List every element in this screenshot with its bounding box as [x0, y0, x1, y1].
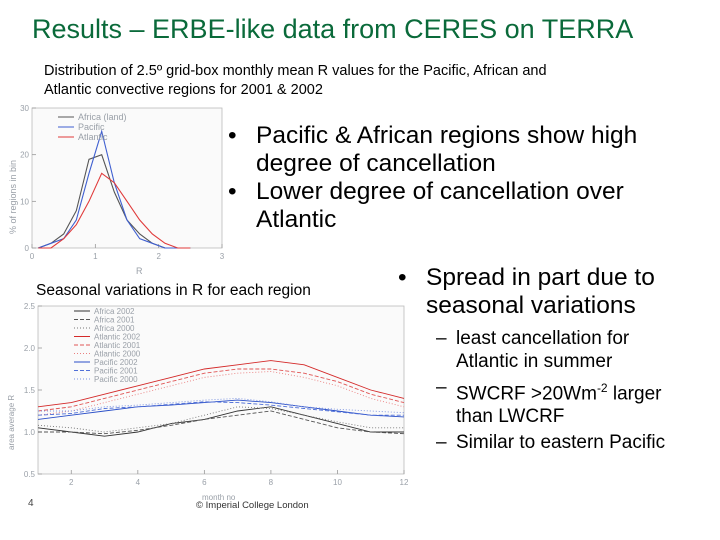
sub-bullet-line: Atlantic in summer [456, 350, 613, 372]
x-tick-label: 0 [30, 252, 35, 261]
bullet-text-line: Pacific & African regions show high [256, 122, 638, 149]
x-tick-label: 2 [156, 252, 161, 261]
sub-bullet-superscript: -2 [596, 381, 608, 395]
bullet-marker: • [398, 264, 407, 291]
y-tick-label: 20 [20, 151, 29, 160]
bullet-atlantic: • Lower degree of cancellation over Atla… [226, 178, 712, 234]
main-bullet-list: • Pacific & African regions show high de… [226, 122, 712, 234]
series-line-atlantic-2002 [37, 360, 405, 408]
legend-label: Atlantic 2000 [94, 350, 141, 359]
series-line-pacific-2002 [37, 399, 405, 420]
histogram-xlabel: R [136, 266, 143, 276]
x-tick-label: 3 [220, 252, 225, 261]
bullet-text-line: Spread in part due to [426, 264, 655, 291]
legend-label: Pacific 2002 [94, 358, 138, 367]
sub-bullet-marker: – [436, 432, 447, 454]
histogram-ylabel: % of regions in bin [8, 160, 18, 234]
bullet-text-line: Lower degree of cancellation over [256, 178, 624, 205]
series-line-africa-2000 [37, 406, 404, 433]
r-distribution-histogram: 0 10 20 30 0 1 2 3 Africa (land)PacificAtlantic… [8, 104, 225, 276]
y-tick-label: 0 [25, 244, 30, 253]
y-tick-label: 30 [20, 104, 29, 113]
sub-bullet-text: SWCRF >20Wm [456, 383, 597, 405]
series-line-pacific-2000 [38, 397, 405, 414]
legend-label: Africa 2001 [94, 316, 135, 325]
y-tick-label: 2.5 [24, 302, 36, 311]
histogram-plot-area [31, 107, 223, 249]
x-tick-label: 8 [269, 478, 274, 487]
seasonal-ylabel: area average R [7, 395, 16, 450]
seasonal-caption: Seasonal variations in R for each region [36, 282, 311, 299]
sub-bullet-pacific: – Similar to eastern Pacific [436, 432, 718, 455]
bullet-text-line: degree of cancellation [256, 150, 496, 177]
spread-bullet: • Spread in part due to seasonal variati… [396, 264, 716, 320]
series-line-atlantic-2001 [37, 368, 405, 412]
sub-bullet-marker: – [436, 377, 447, 398]
sub-bullet-line: least cancellation for [456, 328, 630, 349]
sub-bullet-list: – least cancellation for Atlantic in sum… [436, 328, 718, 459]
series-line-africa-2002 [37, 406, 404, 437]
legend-label: Africa 2000 [94, 324, 135, 333]
sub-bullet-summer: – least cancellation for Atlantic in sum… [436, 328, 718, 373]
figure-description-line-1: Distribution of 2.5º grid-box monthly me… [44, 63, 547, 79]
seasonal-axes: 0.5 1.0 1.5 2.0 2.5 2 4 6 8 10 12 [24, 302, 408, 487]
sub-bullet-line: than LWCRF [456, 405, 565, 427]
y-tick-label: 1.5 [24, 386, 36, 395]
x-tick-label: 4 [136, 478, 141, 487]
series-line-atlantic [38, 172, 191, 249]
sub-bullet-marker: – [436, 328, 447, 349]
seasonal-series [37, 360, 405, 437]
x-tick-label: 2 [69, 478, 74, 487]
x-tick-label: 6 [202, 478, 207, 487]
legend-label: Atlantic 2002 [94, 333, 141, 342]
x-tick-label: 1 [93, 252, 98, 261]
legend-label: Pacific 2000 [94, 375, 138, 384]
y-tick-label: 0.5 [24, 470, 36, 479]
legend-label: Pacific 2001 [94, 367, 138, 376]
bullet-text-line: seasonal variations [426, 292, 636, 319]
seasonal-xlabel: month no [202, 493, 236, 502]
y-tick-label: 2.0 [24, 344, 36, 353]
histogram-axes: 0 10 20 30 0 1 2 3 [20, 104, 225, 261]
x-tick-label: 12 [400, 478, 408, 487]
seasonal-variation-chart: 0.51.01.52.02.52 4 6 8 10 12 Africa 2002Afric… [7, 302, 408, 502]
y-tick-label: 10 [20, 197, 29, 206]
histogram-series [38, 129, 191, 249]
sub-bullet-text: larger [607, 383, 662, 405]
x-tick-label: 10 [333, 478, 342, 487]
page-number: 4 [28, 498, 34, 509]
bullet-marker: • [228, 178, 237, 205]
sub-bullet-line: SWCRF >20Wm-2 larger [456, 377, 718, 406]
figure-description-line-2: Atlantic convective regions for 2001 & 2… [44, 82, 323, 98]
slide-title: Results – ERBE-like data from CERES on T… [32, 14, 634, 44]
bullet-cancellation: • Pacific & African regions show high de… [226, 122, 712, 178]
seasonal-plot-area [37, 305, 405, 475]
bullet-text-line: Atlantic [256, 206, 337, 233]
sub-bullet-swcrf: – SWCRF >20Wm-2 larger than LWCRF [436, 377, 718, 428]
legend-label: Atlantic [78, 132, 108, 142]
legend-label: Atlantic 2001 [94, 341, 141, 350]
sub-bullet-line: Similar to eastern Pacific [456, 432, 666, 454]
copyright-footer: © Imperial College London [196, 500, 309, 511]
bullet-spread: • Spread in part due to seasonal variati… [396, 264, 716, 320]
legend-label: Africa (land) [78, 112, 127, 122]
figure-description: Distribution of 2.5º grid-box monthly me… [44, 62, 684, 100]
legend-label: Pacific [78, 122, 105, 132]
series-line-africa-2001 [38, 410, 405, 435]
y-tick-label: 1.0 [24, 428, 36, 437]
series-line-pacific-2001 [37, 401, 404, 416]
bullet-marker: • [228, 122, 237, 149]
legend-label: Africa 2002 [94, 307, 135, 316]
